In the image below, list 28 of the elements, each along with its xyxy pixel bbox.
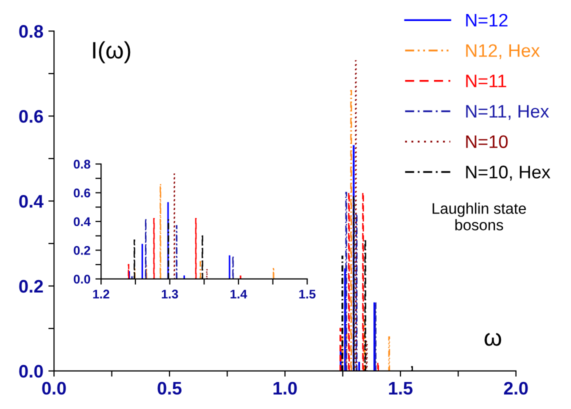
y-tick-label: 0.6: [74, 188, 90, 198]
x-axis-title: ω: [484, 332, 502, 346]
x-tick-label: 2.0: [504, 382, 528, 395]
y-tick-label: 0.2: [19, 280, 43, 293]
x-tick-label: 1.3: [162, 290, 178, 299]
x-tick-label: 0.5: [158, 382, 182, 395]
y-tick-label: 0.6: [19, 110, 43, 123]
x-tick-label: 1.5: [389, 382, 413, 395]
y-tick-label: 0.0: [19, 364, 43, 378]
legend-label: N=11, Hex: [466, 105, 549, 120]
legend-label: N=10: [466, 135, 508, 148]
x-tick-label: 0.0: [42, 382, 66, 395]
y-tick-label: 0.8: [19, 25, 44, 38]
y-tick-label: 0.0: [74, 274, 90, 284]
legend-label: N=10, Hex: [466, 166, 550, 181]
y-tick-label: 0.4: [74, 217, 91, 226]
y-tick-label: 0.4: [19, 194, 44, 208]
y-tick-label: 0.2: [74, 246, 90, 255]
legend-label: N=11: [466, 74, 506, 88]
y-axis-title: I(ω): [93, 41, 130, 64]
legend-label: N=12: [466, 14, 508, 26]
x-tick-label: 1.2: [93, 290, 110, 298]
x-tick-label: 1.4: [230, 290, 248, 298]
y-tick-label: 0.8: [74, 160, 90, 169]
legend-label: N12, Hex: [466, 44, 540, 60]
x-tick-label: 1.5: [299, 290, 316, 299]
annotation: Laughlin state bosons: [432, 202, 526, 230]
x-tick-label: 1.0: [274, 382, 297, 395]
